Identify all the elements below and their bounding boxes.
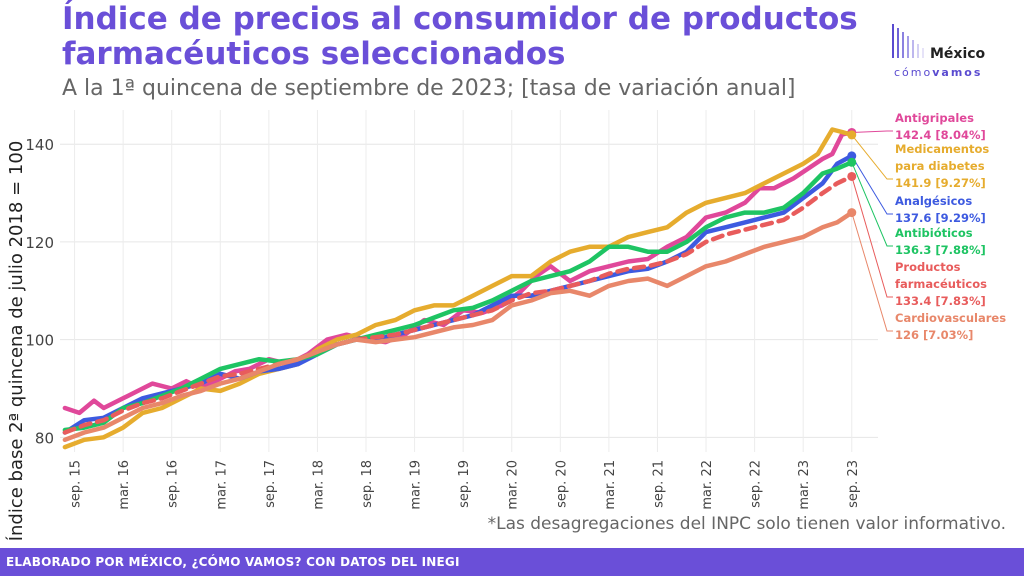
x-tick-label: sep. 16	[166, 460, 181, 508]
y-tick-label: 120	[25, 234, 54, 252]
series-line-1	[62, 127, 855, 450]
x-tick-label: sep. 21	[651, 460, 666, 508]
x-tick-label: sep. 19	[457, 460, 472, 508]
series-label-name-1: para diabetes	[895, 159, 985, 173]
series-label-value-1: 141.9 [9.27%]	[895, 176, 986, 190]
logo: México cómovamos	[890, 18, 1000, 88]
x-tick-label: sep. 15	[69, 460, 84, 508]
y-tick-label: 80	[35, 429, 54, 447]
series-label-connector-3	[851, 162, 893, 247]
footer-bar: ELABORADO POR MÉXICO, ¿CÓMO VAMOS? CON D…	[0, 548, 1024, 576]
x-tick-label: mar. 17	[214, 460, 229, 510]
chart-subtitle: A la 1ª quincena de septiembre de 2023; …	[62, 76, 796, 101]
series-line-3	[62, 160, 855, 433]
y-tick-label: 140	[25, 136, 54, 154]
x-tick-label: mar. 22	[700, 460, 715, 510]
x-tick-label: sep. 22	[749, 460, 764, 508]
series-line-5	[62, 210, 855, 443]
logo-subtext: cómovamos	[894, 66, 982, 79]
x-tick-label: mar. 18	[311, 460, 326, 510]
series-label-value-5: 126 [7.03%]	[895, 328, 973, 342]
series-line-0	[62, 130, 855, 416]
series-label-connector-5	[851, 212, 893, 332]
x-tick-label: sep. 20	[554, 460, 569, 508]
series-label-connector-2	[851, 155, 893, 215]
y-axis-title: Índice base 2ª quincena de julio 2018 = …	[5, 141, 27, 542]
footer-text: ELABORADO POR MÉXICO, ¿CÓMO VAMOS? CON D…	[6, 555, 460, 569]
logo-bars-icon	[892, 24, 924, 58]
series-label-name-2: Analgésicos	[895, 194, 972, 208]
x-tick-label: mar. 20	[506, 460, 521, 510]
logo-subtext-a: cómo	[894, 66, 933, 79]
series-label-connector-4	[851, 176, 893, 298]
series-label-value-3: 136.3 [7.88%]	[895, 243, 986, 257]
series-label-value-2: 137.6 [9.29%]	[895, 211, 986, 225]
series-label-name-4: farmacéuticos	[895, 277, 987, 291]
x-tick-label: sep. 23	[846, 460, 861, 508]
series-label-connector-0	[851, 130, 893, 133]
x-tick-label: mar. 21	[603, 460, 618, 510]
series-label-name-1: Medicamentos	[895, 142, 989, 156]
x-tick-label: mar. 23	[797, 460, 812, 510]
logo-text: México	[930, 46, 986, 62]
series-label-value-0: 142.4 [8.04%]	[895, 128, 986, 142]
y-tick-label: 100	[25, 332, 54, 350]
line-chart: 80 100 120 140 sep. 15 mar. 16 sep. 16 mar. 17 s…	[5, 110, 1006, 542]
x-tick-label: mar. 19	[409, 460, 424, 510]
series-label-name-3: Antibióticos	[895, 226, 973, 240]
series-label-connector-1	[851, 134, 893, 180]
series-label-name-0: Antigripales	[895, 111, 974, 125]
series-label-name-4: Productos	[895, 260, 961, 274]
series-line-4	[62, 174, 855, 435]
footnote: *Las desagregaciones del INPC solo tiene…	[487, 514, 1006, 534]
series-label-name-5: Cardiovasculares	[895, 311, 1006, 325]
x-tick-label: sep. 17	[263, 460, 278, 508]
x-tick-label: sep. 18	[360, 460, 375, 508]
x-tick-label: mar. 16	[117, 460, 132, 510]
series-label-value-4: 133.4 [7.83%]	[895, 294, 986, 308]
logo-subtext-b: vamos	[932, 66, 983, 79]
chart-title: Índice de precios al consumidor de produ…	[62, 1, 858, 72]
